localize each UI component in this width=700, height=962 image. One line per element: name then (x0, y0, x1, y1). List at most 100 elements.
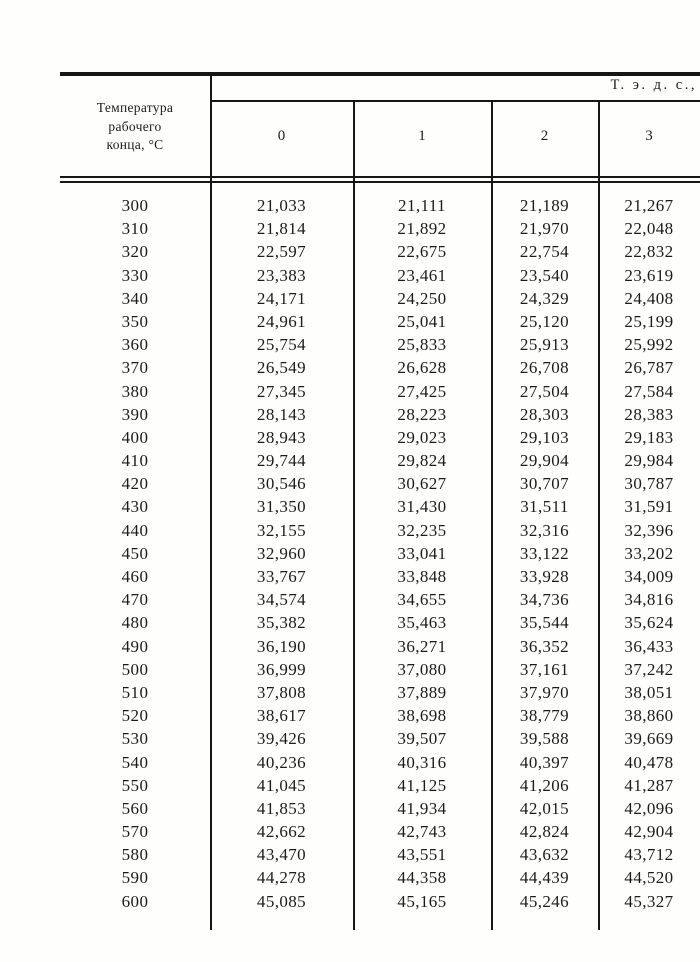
value-cell: 36,190 (256, 636, 307, 656)
temp-cell: 590 (121, 868, 149, 888)
value-cell: 31,430 (397, 497, 447, 517)
value-cell: 28,223 (397, 404, 447, 424)
value-cell: 41,125 (397, 775, 447, 795)
value-cell: 32,316 (519, 520, 570, 540)
table-row: 400 28,943 29,023 29,103 29,183 (60, 426, 700, 449)
value-cell: 25,913 (519, 335, 570, 355)
table-row: 350 24,961 25,041 25,120 25,199 (60, 310, 700, 333)
temp-cell: 490 (121, 636, 149, 656)
value-cell: 31,511 (520, 497, 569, 517)
value-cell: 32,960 (256, 543, 307, 563)
table-row: 360 25,754 25,833 25,913 25,992 (60, 333, 700, 356)
table-row: 410 29,744 29,824 29,904 29,984 (60, 449, 700, 472)
corner-header-line: Температура (96, 100, 174, 115)
value-cell: 43,551 (397, 845, 447, 865)
temp-cell: 580 (121, 845, 149, 865)
temp-cell: 450 (121, 543, 149, 563)
value-cell: 29,984 (624, 451, 674, 471)
table-row: 440 32,155 32,235 32,316 32,396 (60, 519, 700, 542)
table-row: 490 36,190 36,271 36,352 36,433 (60, 635, 700, 658)
value-cell: 33,202 (624, 543, 674, 563)
corner-header-cell: Температура рабочего конца, °С (60, 99, 210, 155)
table-row: 510 37,808 37,889 37,970 38,051 (60, 681, 700, 704)
value-cell: 29,744 (256, 451, 307, 471)
column-headers-row: 0 1 2 3 (210, 128, 700, 145)
value-cell: 23,383 (256, 265, 307, 285)
table-row: 370 26,549 26,628 26,708 26,787 (60, 356, 700, 379)
value-cell: 39,669 (624, 729, 674, 749)
value-cell: 21,970 (519, 219, 570, 239)
value-cell: 33,928 (519, 567, 570, 586)
value-cell: 36,999 (256, 659, 307, 679)
value-cell: 36,271 (397, 636, 447, 656)
value-cell: 32,155 (256, 520, 307, 540)
value-cell: 25,199 (624, 311, 674, 331)
value-cell: 34,736 (519, 590, 570, 610)
temp-cell: 460 (121, 567, 149, 586)
value-cell: 22,597 (256, 242, 307, 262)
value-cell: 35,382 (256, 613, 307, 633)
value-cell: 42,015 (519, 798, 570, 818)
value-cell: 25,992 (624, 335, 674, 355)
value-cell: 33,041 (397, 543, 447, 563)
group-header-rule (212, 100, 700, 102)
vertical-rule-2 (491, 101, 493, 930)
value-cell: 37,161 (519, 659, 570, 679)
value-cell: 28,943 (256, 427, 307, 447)
value-cell: 32,235 (397, 520, 447, 540)
table-row: 420 30,546 30,627 30,707 30,787 (60, 472, 700, 495)
temp-cell: 560 (121, 798, 149, 818)
value-cell: 37,889 (397, 682, 447, 702)
value-cell: 25,754 (256, 335, 307, 355)
table-row: 550 41,045 41,125 41,206 41,287 (60, 774, 700, 797)
value-cell: 43,632 (519, 845, 570, 865)
value-cell: 28,303 (519, 404, 570, 424)
value-cell: 41,287 (624, 775, 674, 795)
value-cell: 38,698 (397, 706, 447, 726)
vertical-rule-1 (353, 101, 355, 930)
table-row: 430 31,350 31,430 31,511 31,591 (60, 495, 700, 518)
temp-cell: 470 (121, 590, 149, 610)
value-cell: 35,463 (397, 613, 447, 633)
value-cell: 33,848 (397, 567, 447, 586)
value-cell: 26,708 (519, 358, 570, 378)
value-cell: 22,675 (397, 242, 447, 262)
temp-cell: 340 (121, 288, 149, 308)
temp-cell: 320 (121, 242, 149, 262)
value-cell: 29,103 (519, 427, 570, 447)
value-cell: 23,619 (624, 265, 674, 285)
temp-cell: 330 (121, 265, 149, 285)
table-row: 570 42,662 42,743 42,824 42,904 (60, 820, 700, 843)
value-cell: 27,345 (256, 381, 307, 401)
temp-cell: 360 (121, 335, 149, 355)
value-cell: 41,206 (519, 775, 570, 795)
value-cell: 33,122 (519, 543, 570, 563)
temp-cell: 480 (121, 613, 149, 633)
table-row: 380 27,345 27,425 27,504 27,584 (60, 380, 700, 403)
value-cell: 39,507 (397, 729, 447, 749)
table-row: 320 22,597 22,675 22,754 22,832 (60, 240, 700, 263)
value-cell: 44,358 (397, 868, 447, 888)
value-cell: 42,662 (256, 822, 307, 842)
value-cell: 45,085 (256, 891, 307, 911)
temp-cell: 370 (121, 358, 149, 378)
corner-header-line: конца, °С (106, 137, 164, 152)
temp-cell: 310 (121, 219, 149, 239)
value-cell: 44,439 (519, 868, 570, 888)
value-cell: 34,009 (624, 567, 674, 586)
value-cell: 22,832 (624, 242, 674, 262)
table-row: 330 23,383 23,461 23,540 23,619 (60, 264, 700, 287)
value-cell: 29,824 (397, 451, 447, 471)
value-cell: 41,853 (256, 798, 307, 818)
value-cell: 36,352 (519, 636, 570, 656)
temp-cell: 300 (121, 196, 149, 215)
value-cell: 37,242 (624, 659, 674, 679)
value-cell: 21,267 (624, 196, 674, 215)
value-cell: 21,814 (256, 219, 307, 239)
value-cell: 26,787 (624, 358, 674, 378)
value-cell: 30,707 (519, 474, 570, 494)
temp-cell: 420 (121, 474, 149, 494)
value-cell: 35,624 (624, 613, 674, 633)
table-row: 540 40,236 40,316 40,397 40,478 (60, 751, 700, 774)
value-cell: 41,934 (397, 798, 447, 818)
